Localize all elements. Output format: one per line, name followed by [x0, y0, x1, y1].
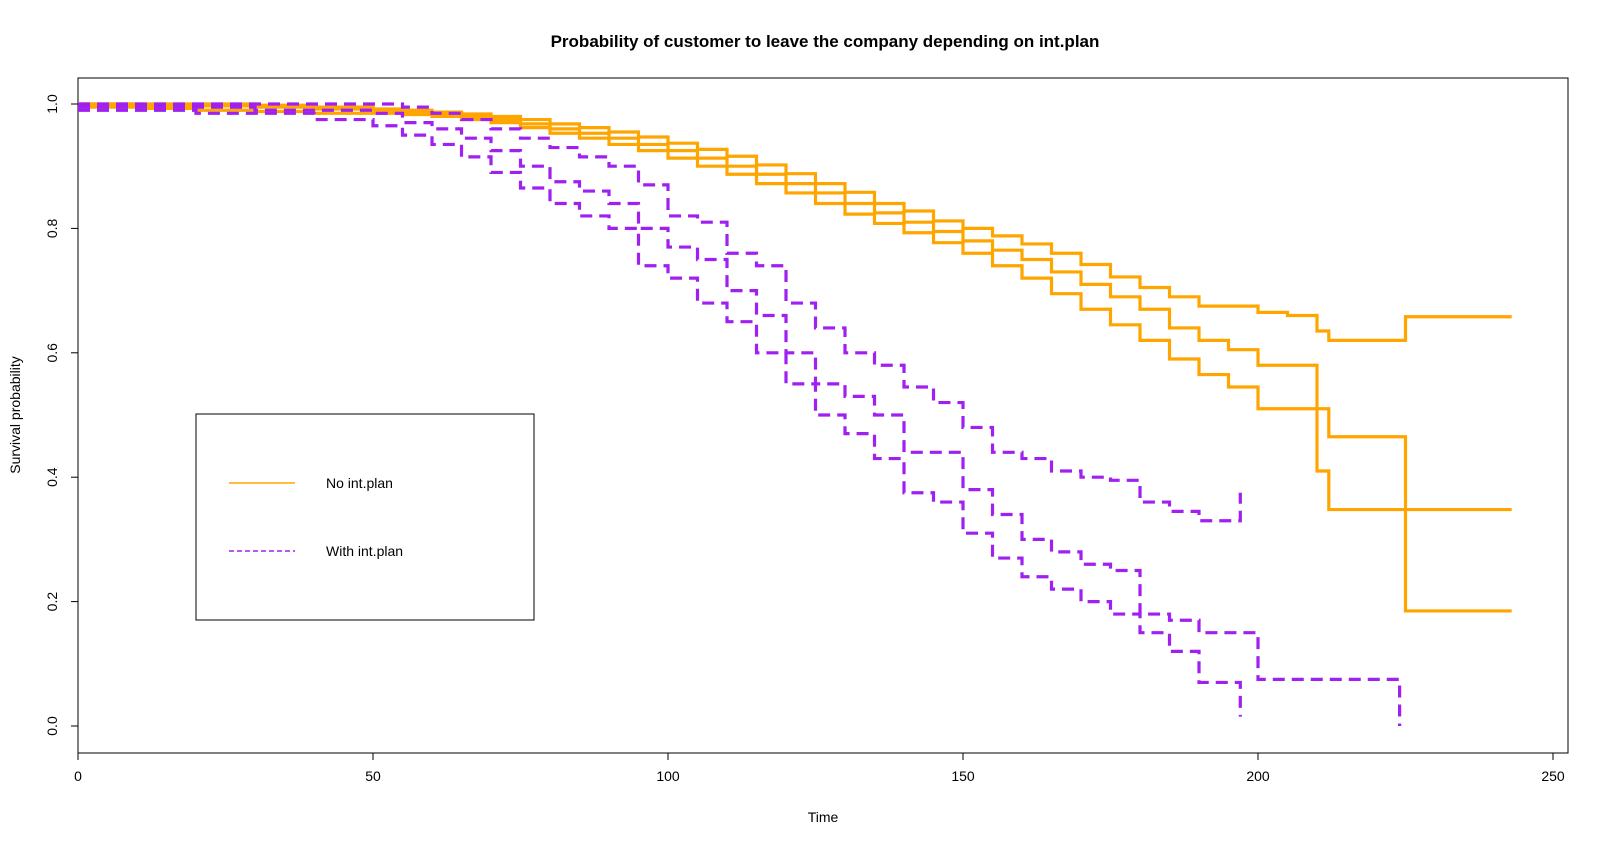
series-layer	[78, 102, 1512, 726]
x-tick-label: 150	[951, 768, 975, 784]
no-int-plan-curve-0	[78, 102, 1512, 342]
x-tick-label: 0	[74, 768, 82, 784]
chart-title: Probability of customer to leave the com…	[551, 32, 1100, 51]
x-tick-label: 50	[365, 768, 381, 784]
y-tick-label: 0.8	[44, 218, 60, 238]
x-axis-label: Time	[808, 809, 839, 825]
y-tick-label: 1.0	[44, 94, 60, 114]
with-int-plan-curve-5	[78, 108, 1242, 717]
y-axis-label: Survival probability	[7, 356, 23, 474]
x-axis: 0 50 100 150 200 250	[74, 752, 1565, 784]
legend-label-1: With int.plan	[326, 543, 403, 559]
x-tick-label: 200	[1246, 768, 1270, 784]
y-tick-label: 0.0	[44, 716, 60, 736]
with-int-plan-curve-4	[78, 105, 1402, 726]
no-int-plan-curve-2	[78, 105, 1512, 613]
y-tick-label: 0.4	[44, 467, 60, 487]
x-tick-label: 250	[1541, 768, 1565, 784]
x-tick-label: 100	[656, 768, 680, 784]
with-int-plan-curve-3	[78, 102, 1242, 523]
y-tick-label: 0.6	[44, 343, 60, 363]
legend-label-0: No int.plan	[326, 475, 393, 491]
legend-box	[195, 413, 535, 621]
y-axis: 0.0 0.2 0.4 0.6 0.8 1.0	[44, 94, 79, 736]
legend: No int.plan With int.plan	[195, 413, 535, 621]
y-tick-label: 0.2	[44, 592, 60, 612]
